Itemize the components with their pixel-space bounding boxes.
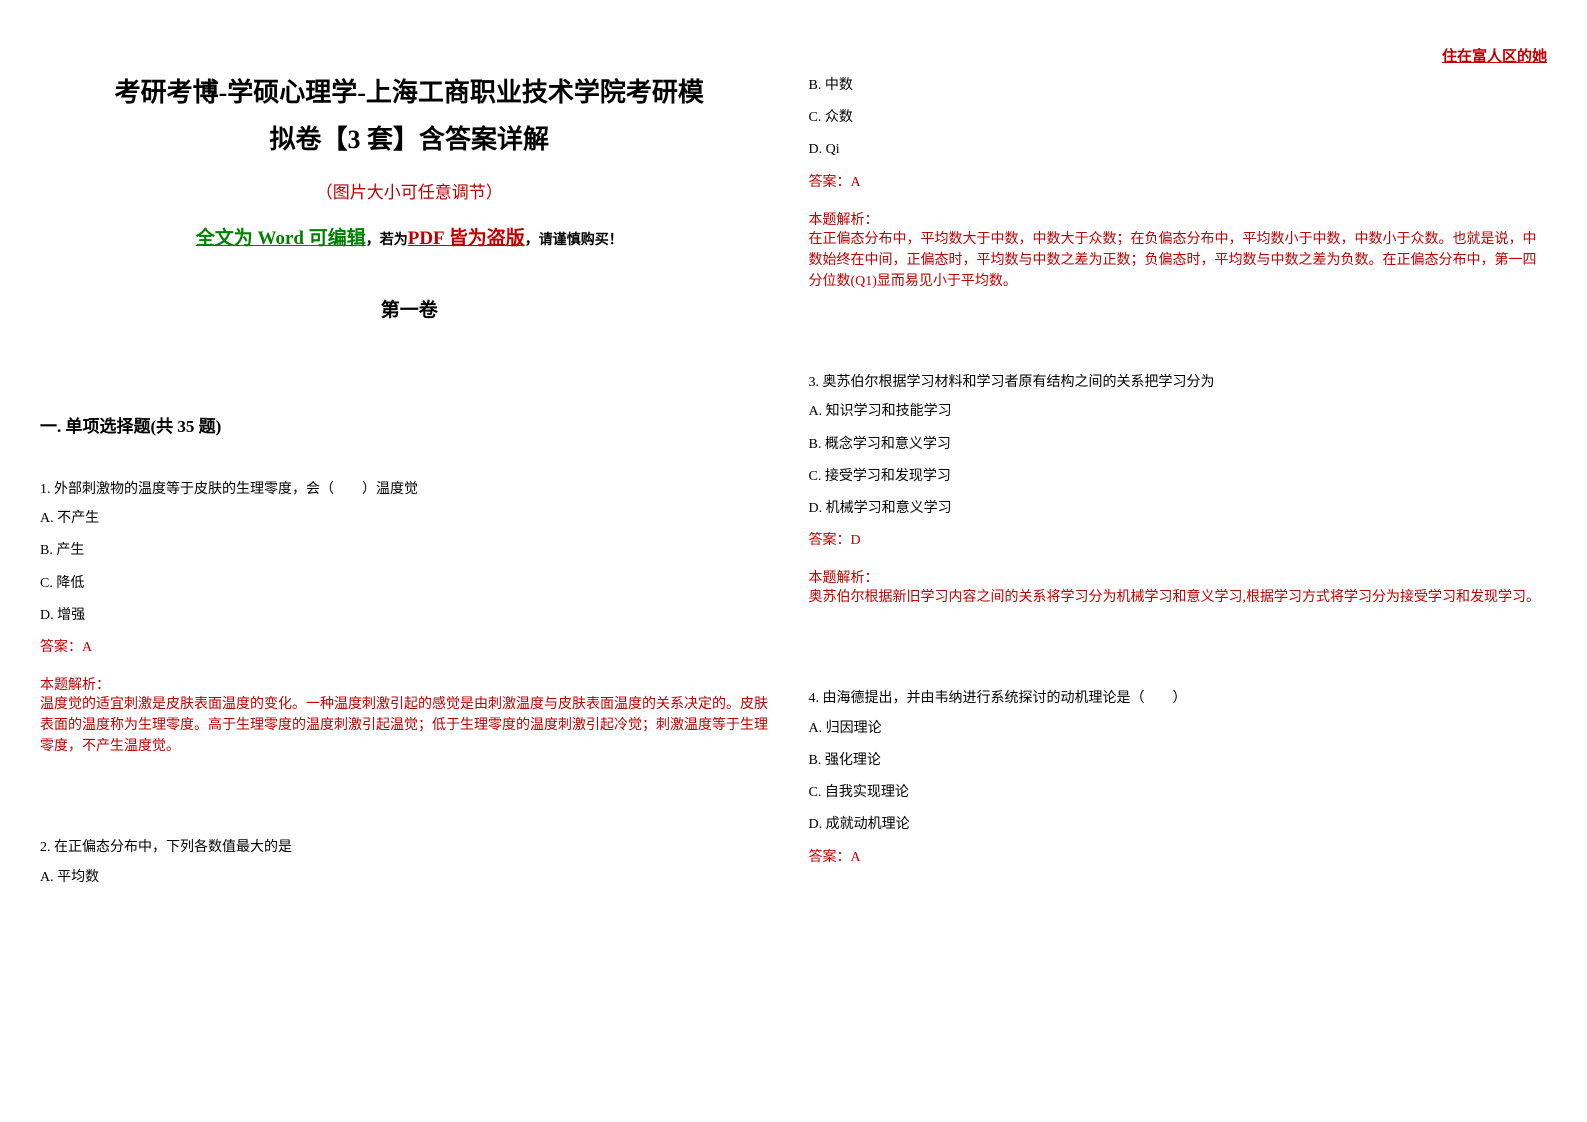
q3-option-c: C. 接受学习和发现学习 bbox=[809, 461, 1548, 493]
q1-option-b: B. 产生 bbox=[40, 535, 779, 567]
q2-text: 2. 在正偏态分布中，下列各数值最大的是 bbox=[40, 835, 779, 862]
q1-answer: 答案：A bbox=[40, 632, 779, 664]
right-column: B. 中数 C. 众数 D. Qi 答案：A 本题解析： 在正偏态分布中，平均数… bbox=[809, 70, 1548, 922]
question-3: 3. 奥苏伯尔根据学习材料和学习者原有结构之间的关系把学习分为 A. 知识学习和… bbox=[809, 370, 1548, 609]
q1-analysis: 温度觉的适宜刺激是皮肤表面温度的变化。一种温度刺激引起的感觉是由刺激温度与皮肤表… bbox=[40, 694, 779, 757]
section-title: 一. 单项选择题(共 35 题) bbox=[40, 412, 779, 437]
pdf-pirate-text: PDF 皆为盗版 bbox=[408, 228, 525, 249]
main-title-line1: 考研考博-学硕心理学-上海工商职业技术学院考研模 bbox=[40, 70, 779, 117]
q2-analysis: 在正偏态分布中，平均数大于中数，中数大于众数；在负偏态分布中，平均数小于中数，中… bbox=[809, 229, 1548, 292]
q2-answer: 答案：A bbox=[809, 167, 1548, 199]
word-editable-text: 全文为 Word 可编辑 bbox=[196, 228, 366, 249]
q4-option-b: B. 强化理论 bbox=[809, 745, 1548, 777]
left-column: 考研考博-学硕心理学-上海工商职业技术学院考研模 拟卷【3 套】含答案详解 （图… bbox=[40, 70, 779, 922]
q2-analysis-label: 本题解析： bbox=[809, 209, 1548, 229]
q1-analysis-label: 本题解析： bbox=[40, 674, 779, 694]
two-column-layout: 考研考博-学硕心理学-上海工商职业技术学院考研模 拟卷【3 套】含答案详解 （图… bbox=[40, 70, 1547, 922]
q3-option-a: A. 知识学习和技能学习 bbox=[809, 396, 1548, 428]
q4-option-a: A. 归因理论 bbox=[809, 713, 1548, 745]
question-1: 1. 外部刺激物的温度等于皮肤的生理零度，会（ ）温度觉 A. 不产生 B. 产… bbox=[40, 477, 779, 758]
q2-option-b: B. 中数 bbox=[809, 70, 1548, 102]
question-4: 4. 由海德提出，并由韦纳进行系统探讨的动机理论是（ ） A. 归因理论 B. … bbox=[809, 686, 1548, 874]
q3-option-b: B. 概念学习和意义学习 bbox=[809, 429, 1548, 461]
q4-option-c: C. 自我实现理论 bbox=[809, 777, 1548, 809]
main-title-line2: 拟卷【3 套】含答案详解 bbox=[40, 117, 779, 164]
q2-option-c: C. 众数 bbox=[809, 102, 1548, 134]
q1-option-a: A. 不产生 bbox=[40, 503, 779, 535]
q2-option-d: D. Qi bbox=[809, 134, 1548, 166]
notice-separator: ，若为 bbox=[366, 233, 408, 248]
q3-analysis: 奥苏伯尔根据新旧学习内容之间的关系将学习分为机械学习和意义学习,根据学习方式将学… bbox=[809, 587, 1548, 608]
question-2-start: 2. 在正偏态分布中，下列各数值最大的是 A. 平均数 bbox=[40, 835, 779, 894]
q1-option-d: D. 增强 bbox=[40, 600, 779, 632]
word-notice: 全文为 Word 可编辑，若为PDF 皆为盗版，请谨慎购买！ bbox=[40, 223, 779, 250]
q1-text: 1. 外部刺激物的温度等于皮肤的生理零度，会（ ）温度觉 bbox=[40, 477, 779, 504]
q4-option-d: D. 成就动机理论 bbox=[809, 809, 1548, 841]
q3-analysis-label: 本题解析： bbox=[809, 567, 1548, 587]
notice-end: ，请谨慎购买！ bbox=[525, 233, 623, 248]
q3-option-d: D. 机械学习和意义学习 bbox=[809, 493, 1548, 525]
q4-answer: 答案：A bbox=[809, 842, 1548, 874]
header-note: 住在富人区的她 bbox=[1442, 45, 1547, 66]
q3-answer: 答案：D bbox=[809, 525, 1548, 557]
subtitle: （图片大小可任意调节） bbox=[40, 178, 779, 203]
q3-text: 3. 奥苏伯尔根据学习材料和学习者原有结构之间的关系把学习分为 bbox=[809, 370, 1548, 397]
q4-text: 4. 由海德提出，并由韦纳进行系统探讨的动机理论是（ ） bbox=[809, 686, 1548, 713]
volume-label: 第一卷 bbox=[40, 295, 779, 322]
q2-option-a: A. 平均数 bbox=[40, 862, 779, 894]
q1-option-c: C. 降低 bbox=[40, 568, 779, 600]
question-2-continued: B. 中数 C. 众数 D. Qi 答案：A 本题解析： 在正偏态分布中，平均数… bbox=[809, 70, 1548, 292]
